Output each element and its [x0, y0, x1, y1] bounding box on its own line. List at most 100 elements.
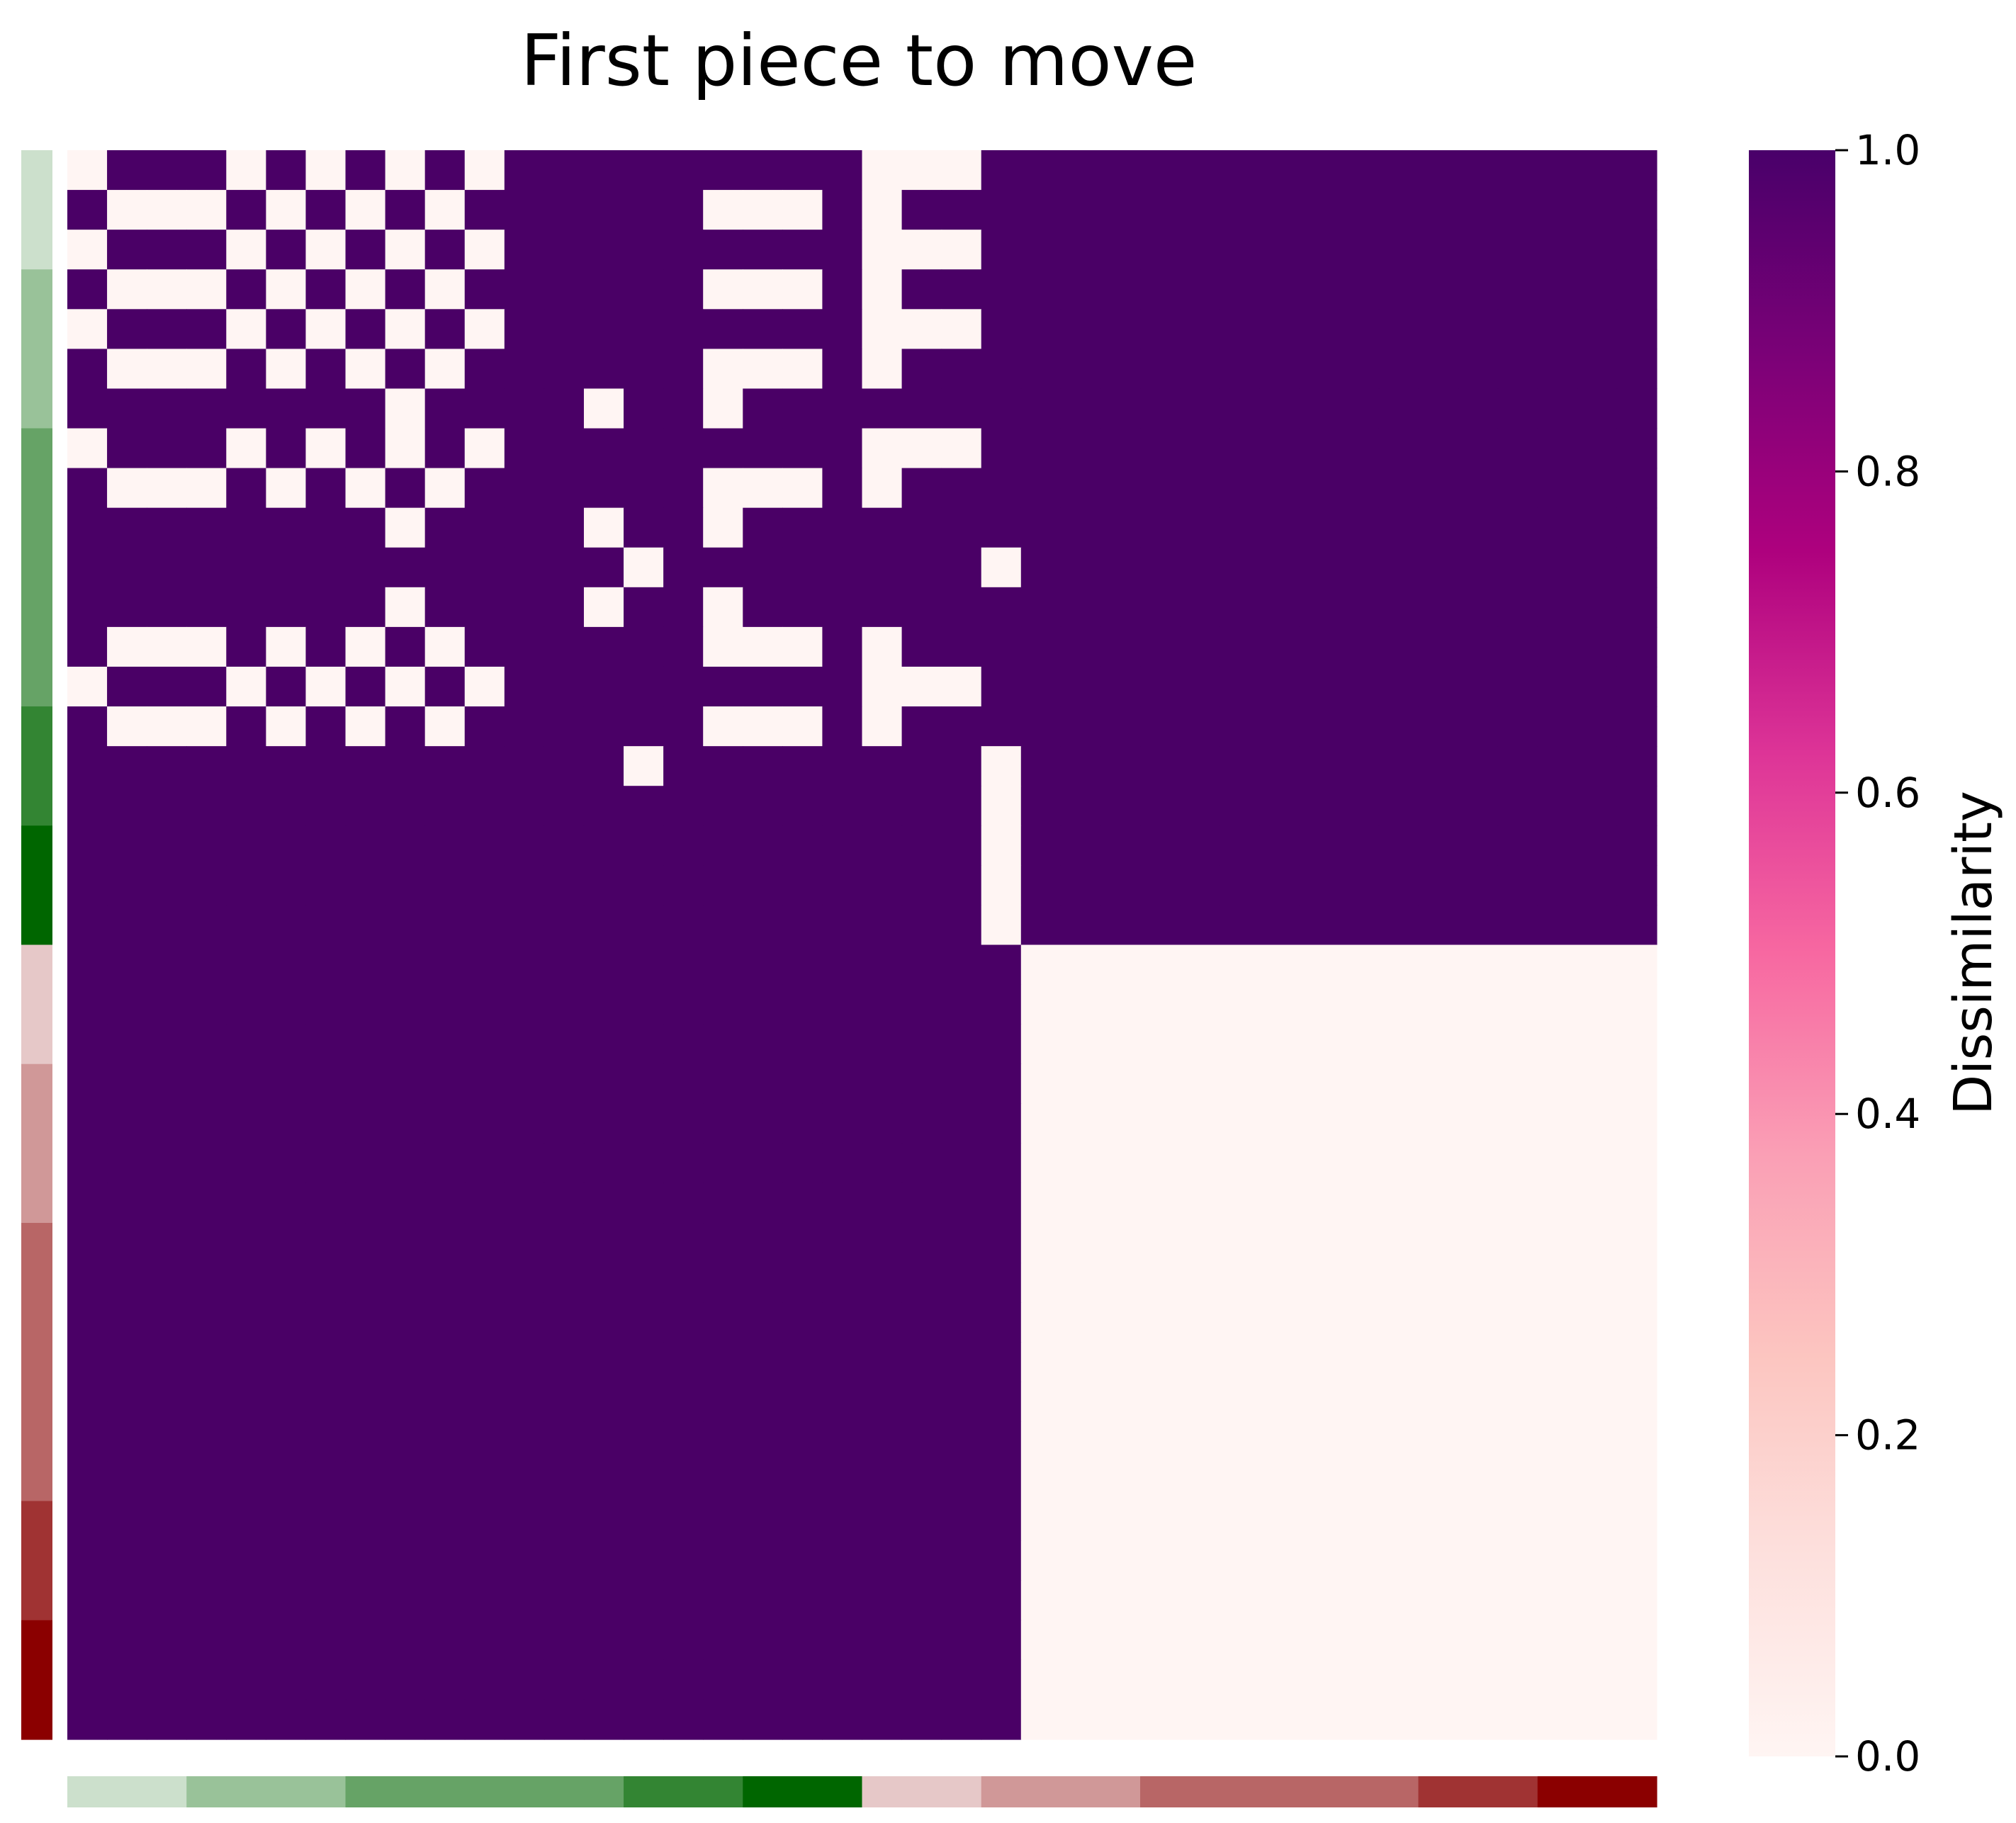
heatmap-cell: [941, 666, 982, 707]
heatmap-cell: [1418, 309, 1459, 349]
heatmap-cell: [464, 1659, 505, 1700]
heatmap-cell: [981, 309, 1022, 349]
heatmap-cell: [862, 1342, 903, 1382]
heatmap-cell: [624, 1461, 664, 1502]
heatmap-cell: [1616, 1540, 1657, 1581]
heatmap-cell: [1140, 984, 1181, 1025]
heatmap-cell: [305, 428, 347, 469]
heatmap-cell: [1339, 1382, 1380, 1423]
heatmap-cell: [1299, 428, 1340, 469]
heatmap-cell: [424, 428, 466, 469]
heatmap-cell: [107, 1540, 147, 1581]
heatmap-cell: [782, 1501, 823, 1542]
heatmap-cell: [862, 1580, 903, 1621]
heatmap-cell: [1497, 1699, 1538, 1740]
heatmap-cell: [981, 150, 1022, 191]
heatmap-cell: [743, 547, 783, 588]
heatmap-cell: [504, 1183, 545, 1224]
heatmap-cell: [1299, 1342, 1340, 1382]
heatmap-cell: [782, 150, 823, 191]
heatmap-cell: [822, 1620, 863, 1661]
heatmap-cell: [743, 865, 783, 906]
heatmap-cell: [1378, 1501, 1419, 1542]
heatmap-cell: [424, 269, 466, 310]
heatmap-cell: [385, 269, 426, 310]
heatmap-cell: [305, 1103, 347, 1144]
heatmap-cell: [305, 507, 347, 548]
heatmap-cell: [941, 309, 982, 349]
heatmap-cell: [1100, 984, 1141, 1025]
heatmap-cell: [981, 1421, 1022, 1462]
heatmap-cell: [1259, 269, 1300, 310]
heatmap-cell: [226, 428, 266, 469]
heatmap-cell: [1140, 1421, 1181, 1462]
heatmap-cell: [1537, 1223, 1578, 1263]
heatmap-cell: [504, 786, 545, 826]
heatmap-cell: [1577, 1659, 1618, 1700]
heatmap-cell: [1497, 1382, 1538, 1423]
heatmap-cell: [385, 349, 426, 390]
heatmap-cell: [1180, 587, 1220, 628]
heatmap-cell: [1299, 547, 1340, 588]
heatmap-cell: [544, 507, 585, 548]
heatmap-cell: [743, 150, 783, 191]
heatmap-cell: [663, 905, 704, 946]
heatmap-cell: [782, 1103, 823, 1144]
heatmap-cell: [782, 1620, 823, 1661]
heatmap-cell: [1616, 1421, 1657, 1462]
heatmap-cell: [941, 230, 982, 270]
heatmap-cell: [1577, 1143, 1618, 1184]
heatmap-cell: [1299, 1699, 1340, 1740]
heatmap-cell: [1020, 1382, 1062, 1423]
heatmap-cell: [1497, 1302, 1538, 1343]
heatmap-cell: [504, 1382, 545, 1423]
heatmap-cell: [305, 388, 347, 429]
heatmap-cell: [1537, 666, 1578, 707]
heatmap-cell: [1299, 468, 1340, 509]
heatmap-cell: [464, 587, 505, 628]
heatmap-cell: [544, 1342, 585, 1382]
heatmap-cell: [345, 746, 386, 786]
heatmap-cell: [782, 1421, 823, 1462]
heatmap-cell: [424, 666, 466, 707]
heatmap-cell: [1418, 507, 1459, 548]
heatmap-cell: [1259, 1223, 1300, 1263]
heatmap-cell: [1259, 1501, 1300, 1542]
heatmap-cell: [1020, 666, 1062, 707]
heatmap-cell: [583, 1223, 624, 1263]
heatmap-cell: [464, 825, 505, 866]
heatmap-cell: [1577, 1183, 1618, 1224]
heatmap-cell: [782, 1223, 823, 1263]
heatmap-cell: [107, 1421, 147, 1462]
heatmap-cell: [1378, 269, 1419, 310]
heatmap-cell: [1100, 1302, 1141, 1343]
heatmap-cell: [1140, 230, 1181, 270]
heatmap-cell: [147, 150, 187, 191]
heatmap-cell: [1458, 786, 1499, 826]
heatmap-cell: [345, 1382, 386, 1423]
heatmap-cell: [782, 626, 823, 667]
heatmap-cell: [1339, 1183, 1380, 1224]
heatmap-cell: [1577, 1103, 1618, 1144]
heatmap-cell: [743, 1382, 783, 1423]
heatmap-cell: [901, 1183, 942, 1224]
heatmap-cell: [703, 1699, 743, 1740]
heatmap-cell: [1458, 309, 1499, 349]
heatmap-cell: [504, 626, 545, 667]
heatmap-cell: [1339, 666, 1380, 707]
heatmap-cell: [147, 309, 187, 349]
heatmap-cell: [186, 1659, 227, 1700]
heatmap-cell: [147, 706, 187, 747]
heatmap-cell: [1020, 1342, 1062, 1382]
heatmap-cell: [1497, 507, 1538, 548]
heatmap-cell: [1299, 1421, 1340, 1462]
heatmap-cell: [67, 1501, 108, 1542]
row-group-swatch: [21, 150, 52, 270]
heatmap-cell: [1259, 388, 1300, 429]
heatmap-cell: [703, 944, 743, 986]
heatmap-cell: [504, 468, 545, 509]
heatmap-cell: [1180, 1223, 1220, 1263]
heatmap-cell: [1259, 1540, 1300, 1581]
heatmap-cell: [305, 626, 347, 667]
heatmap-cell: [67, 1263, 108, 1303]
